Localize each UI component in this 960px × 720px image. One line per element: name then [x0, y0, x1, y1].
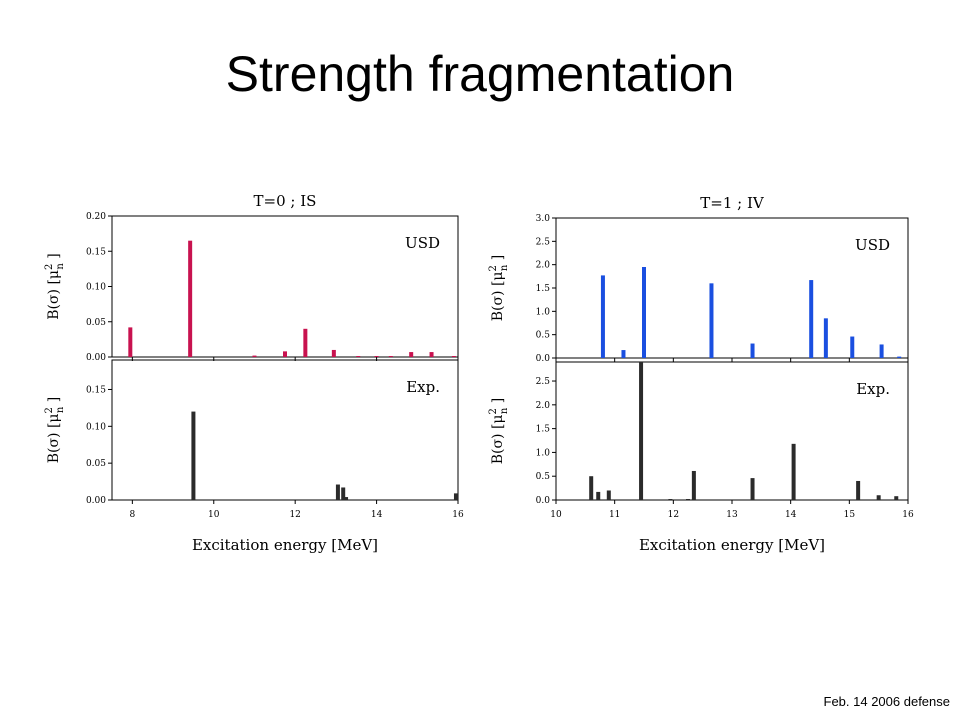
bar	[876, 495, 881, 500]
panel-annotation: Exp.	[406, 378, 440, 396]
footer-text: Feb. 14 2006 defense	[823, 694, 951, 709]
bar	[589, 476, 594, 500]
x-tick-label: 14	[785, 510, 797, 520]
x-tick-label: 15	[844, 510, 856, 520]
x-tick-label: 8	[129, 510, 135, 520]
y-tick-label: 0.0	[536, 354, 551, 364]
y-tick-label: 1.0	[536, 307, 551, 317]
x-axis-label: Excitation energy [MeV]	[639, 536, 825, 554]
y-tick-label: 2.0	[536, 261, 551, 271]
panel-title: T=0 ; IS	[254, 192, 317, 210]
bar	[252, 355, 257, 357]
x-tick-label: 14	[371, 510, 383, 520]
x-tick-label: 16	[452, 510, 464, 520]
bar	[596, 491, 601, 500]
y-axis-label: B(σ) [μ2n ]	[488, 255, 510, 322]
bar	[791, 443, 796, 500]
y-tick-label: 0.5	[536, 472, 551, 482]
bar	[283, 351, 287, 357]
bar	[642, 267, 646, 358]
bar	[409, 352, 414, 357]
bar	[621, 350, 626, 358]
bar	[453, 493, 458, 500]
bar	[188, 240, 193, 357]
chart-panel-is-top: 0.00 0.05 0.10 0.15 0.20 USD T=0 ; IS B(σ) [μ2n…	[44, 192, 459, 363]
panel-frame	[555, 361, 909, 501]
bar	[388, 356, 393, 357]
bar	[356, 356, 361, 357]
y-tick-label: 2.5	[536, 237, 551, 247]
bar	[750, 478, 755, 500]
bar	[331, 349, 336, 357]
bar	[823, 318, 828, 358]
bar	[856, 480, 861, 500]
bar	[809, 280, 814, 358]
y-tick-label: 2.5	[536, 377, 551, 387]
chart-panel-is-bottom: 0.00 0.05 0.10 0.15 8 10 12 14 16 Exp. B(σ) [μ2n ]…	[44, 359, 464, 554]
y-tick-label: 0.10	[86, 283, 106, 293]
y-tick-label: 0.15	[86, 247, 106, 257]
panel-annotation: USD	[855, 236, 890, 254]
bar	[750, 343, 755, 358]
y-tick-label: 0.20	[86, 212, 106, 222]
y-axis-label: B(σ) [μ2n ]	[44, 253, 66, 320]
y-tick-label: 1.5	[536, 284, 551, 294]
bar	[668, 499, 673, 500]
panel-annotation: USD	[405, 234, 440, 252]
x-tick-label: 12	[668, 510, 679, 520]
bar	[606, 490, 611, 500]
bar	[344, 497, 349, 500]
y-tick-label: 0.15	[86, 385, 106, 395]
y-tick-label: 0.05	[86, 459, 106, 469]
x-tick-label: 10	[208, 510, 220, 520]
x-tick-label: 16	[902, 510, 914, 520]
bar	[451, 356, 456, 357]
bar	[374, 356, 379, 357]
bar	[303, 328, 308, 357]
y-tick-label: 0.00	[86, 353, 106, 363]
y-tick-label: 0.10	[86, 422, 106, 432]
bar	[341, 487, 346, 500]
y-tick-label: 1.5	[536, 425, 551, 435]
y-tick-label: 1.0	[536, 448, 551, 458]
chart-panel-iv-top: 0.0 0.5 1.0 1.5 2.0 2.5 3.0 USD T=1 ; IV B(σ) [μ2…	[488, 194, 909, 364]
bar	[128, 327, 133, 357]
y-tick-label: 0.05	[86, 318, 106, 328]
bar	[897, 356, 902, 358]
bar	[850, 336, 855, 358]
y-tick-label: 0.00	[86, 496, 106, 506]
y-tick-label: 0.0	[536, 496, 551, 506]
x-tick-label: 12	[289, 510, 300, 520]
slide-title: Strength fragmentation	[225, 46, 735, 102]
x-tick-label: 10	[550, 510, 562, 520]
x-tick-label: 13	[726, 510, 738, 520]
bar	[429, 352, 434, 357]
panel-frame	[111, 359, 459, 501]
bar	[879, 344, 884, 358]
bar	[691, 470, 696, 500]
panel-title: T=1 ; IV	[700, 194, 765, 212]
bar	[686, 499, 690, 500]
panel-annotation: Exp.	[856, 380, 890, 398]
bar	[709, 283, 714, 358]
y-tick-label: 2.0	[536, 401, 551, 411]
bar	[600, 275, 605, 358]
x-axis-label: Excitation energy [MeV]	[192, 536, 378, 554]
bar	[335, 484, 340, 500]
y-axis-label: B(σ) [μ2n ]	[44, 397, 66, 464]
y-axis-label: B(σ) [μ2n ]	[488, 398, 510, 465]
chart-panel-iv-bottom: 0.0 0.5 1.0 1.5 2.0 2.5 10 11 12 13 14 15 16 Exp. B(σ)…	[488, 361, 914, 554]
bar	[191, 411, 196, 500]
bar	[894, 496, 899, 500]
y-tick-label: 3.0	[536, 214, 551, 224]
bar	[639, 362, 644, 500]
y-tick-label: 0.5	[536, 331, 551, 341]
x-tick-label: 11	[609, 510, 620, 520]
